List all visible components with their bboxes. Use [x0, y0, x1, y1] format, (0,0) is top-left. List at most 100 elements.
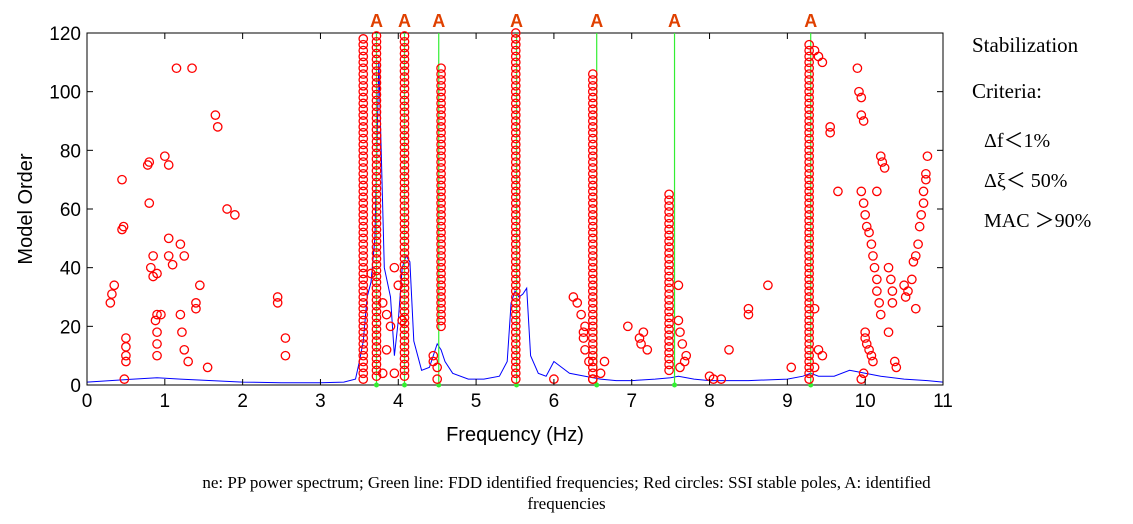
stable-pole	[358, 192, 369, 203]
stable-pole	[399, 318, 410, 329]
stable-pole	[804, 215, 815, 226]
stable-pole	[858, 368, 869, 379]
y-tick-label: 40	[60, 259, 81, 280]
stable-pole	[399, 42, 410, 53]
stable-pole	[587, 215, 598, 226]
stable-pole	[358, 63, 369, 74]
stable-pole	[804, 92, 815, 103]
stable-pole	[358, 45, 369, 56]
stable-pole	[510, 75, 521, 85]
stable-pole	[399, 113, 410, 123]
stable-pole	[371, 113, 382, 123]
stable-pole	[175, 309, 186, 320]
criteria-frequency: Δf＜1%	[984, 130, 1051, 152]
stable-pole	[436, 303, 446, 314]
stable-pole	[399, 177, 410, 188]
stable-pole	[510, 122, 521, 132]
stable-pole	[587, 251, 598, 261]
stable-pole	[358, 362, 369, 373]
stable-pole	[399, 124, 410, 135]
stable-pole	[907, 274, 917, 285]
identified-frequency-label: A	[590, 11, 603, 31]
stable-pole	[743, 303, 754, 314]
stable-pole	[358, 292, 369, 302]
stable-pole	[210, 110, 221, 120]
stable-pole	[804, 80, 815, 91]
stable-pole	[436, 163, 446, 173]
stable-pole	[399, 295, 410, 305]
stable-pole	[887, 286, 898, 296]
identified-frequency-label: A	[668, 11, 681, 31]
stable-pole	[358, 280, 369, 291]
stable-pole	[854, 86, 864, 97]
x-tick-label: 7	[626, 391, 637, 412]
stable-pole	[510, 268, 521, 279]
stable-pole	[358, 39, 369, 50]
stable-pole	[578, 327, 589, 338]
stable-pole	[371, 183, 382, 194]
stable-pole	[436, 151, 446, 162]
stable-pole	[804, 368, 815, 379]
stable-pole	[587, 104, 598, 115]
stable-pole	[371, 254, 382, 264]
stable-pole	[872, 286, 882, 296]
stable-pole	[358, 75, 369, 85]
stable-pole	[183, 356, 194, 367]
y-tick-label: 60	[60, 200, 81, 221]
stable-pole	[358, 139, 369, 150]
stable-pole	[358, 122, 369, 132]
stable-pole	[399, 31, 410, 41]
stable-pole	[510, 292, 521, 302]
stable-pole	[724, 344, 734, 355]
stable-pole	[358, 227, 369, 238]
stable-pole	[399, 289, 410, 299]
stable-pole	[587, 75, 598, 85]
stable-pole	[280, 350, 291, 361]
stable-pole	[804, 163, 815, 173]
stable-pole	[371, 353, 382, 364]
stable-pole	[510, 63, 521, 74]
stable-pole	[371, 78, 382, 88]
stable-pole	[587, 280, 598, 291]
stable-pole	[587, 315, 598, 326]
stable-pole	[675, 327, 685, 338]
stable-pole	[436, 139, 446, 150]
stable-pole	[358, 210, 369, 220]
stable-pole	[432, 362, 443, 373]
stable-pole	[587, 69, 598, 79]
stable-pole	[587, 139, 598, 150]
stable-pole	[510, 186, 521, 197]
stable-pole	[510, 104, 521, 115]
stable-pole	[804, 315, 815, 326]
stable-pole	[858, 116, 869, 126]
stable-pole	[856, 186, 867, 197]
stable-pole	[436, 122, 446, 132]
stable-pole	[817, 350, 828, 361]
stable-pole	[399, 353, 410, 364]
stable-pole	[436, 133, 446, 144]
stable-pole	[664, 212, 674, 223]
stable-pole	[371, 371, 382, 382]
stable-pole	[804, 239, 815, 250]
stable-pole	[399, 300, 410, 311]
stable-pole	[175, 239, 186, 250]
stable-pole	[371, 189, 382, 200]
stable-pole	[381, 309, 392, 320]
stable-pole	[510, 362, 521, 373]
stable-pole	[869, 262, 880, 273]
stable-pole	[510, 116, 521, 126]
stable-pole	[868, 251, 878, 261]
stable-pole	[399, 48, 410, 59]
stable-pole	[371, 171, 382, 182]
stable-pole	[436, 186, 446, 197]
stable-pole	[877, 157, 888, 167]
stable-pole	[580, 344, 590, 355]
stable-pole	[371, 124, 382, 135]
stable-pole	[510, 280, 521, 291]
stable-pole	[371, 324, 382, 335]
stable-pole	[595, 368, 606, 379]
stable-pole	[804, 39, 815, 50]
stable-pole	[804, 51, 815, 62]
stable-pole	[804, 145, 815, 156]
stable-pole	[118, 221, 129, 232]
